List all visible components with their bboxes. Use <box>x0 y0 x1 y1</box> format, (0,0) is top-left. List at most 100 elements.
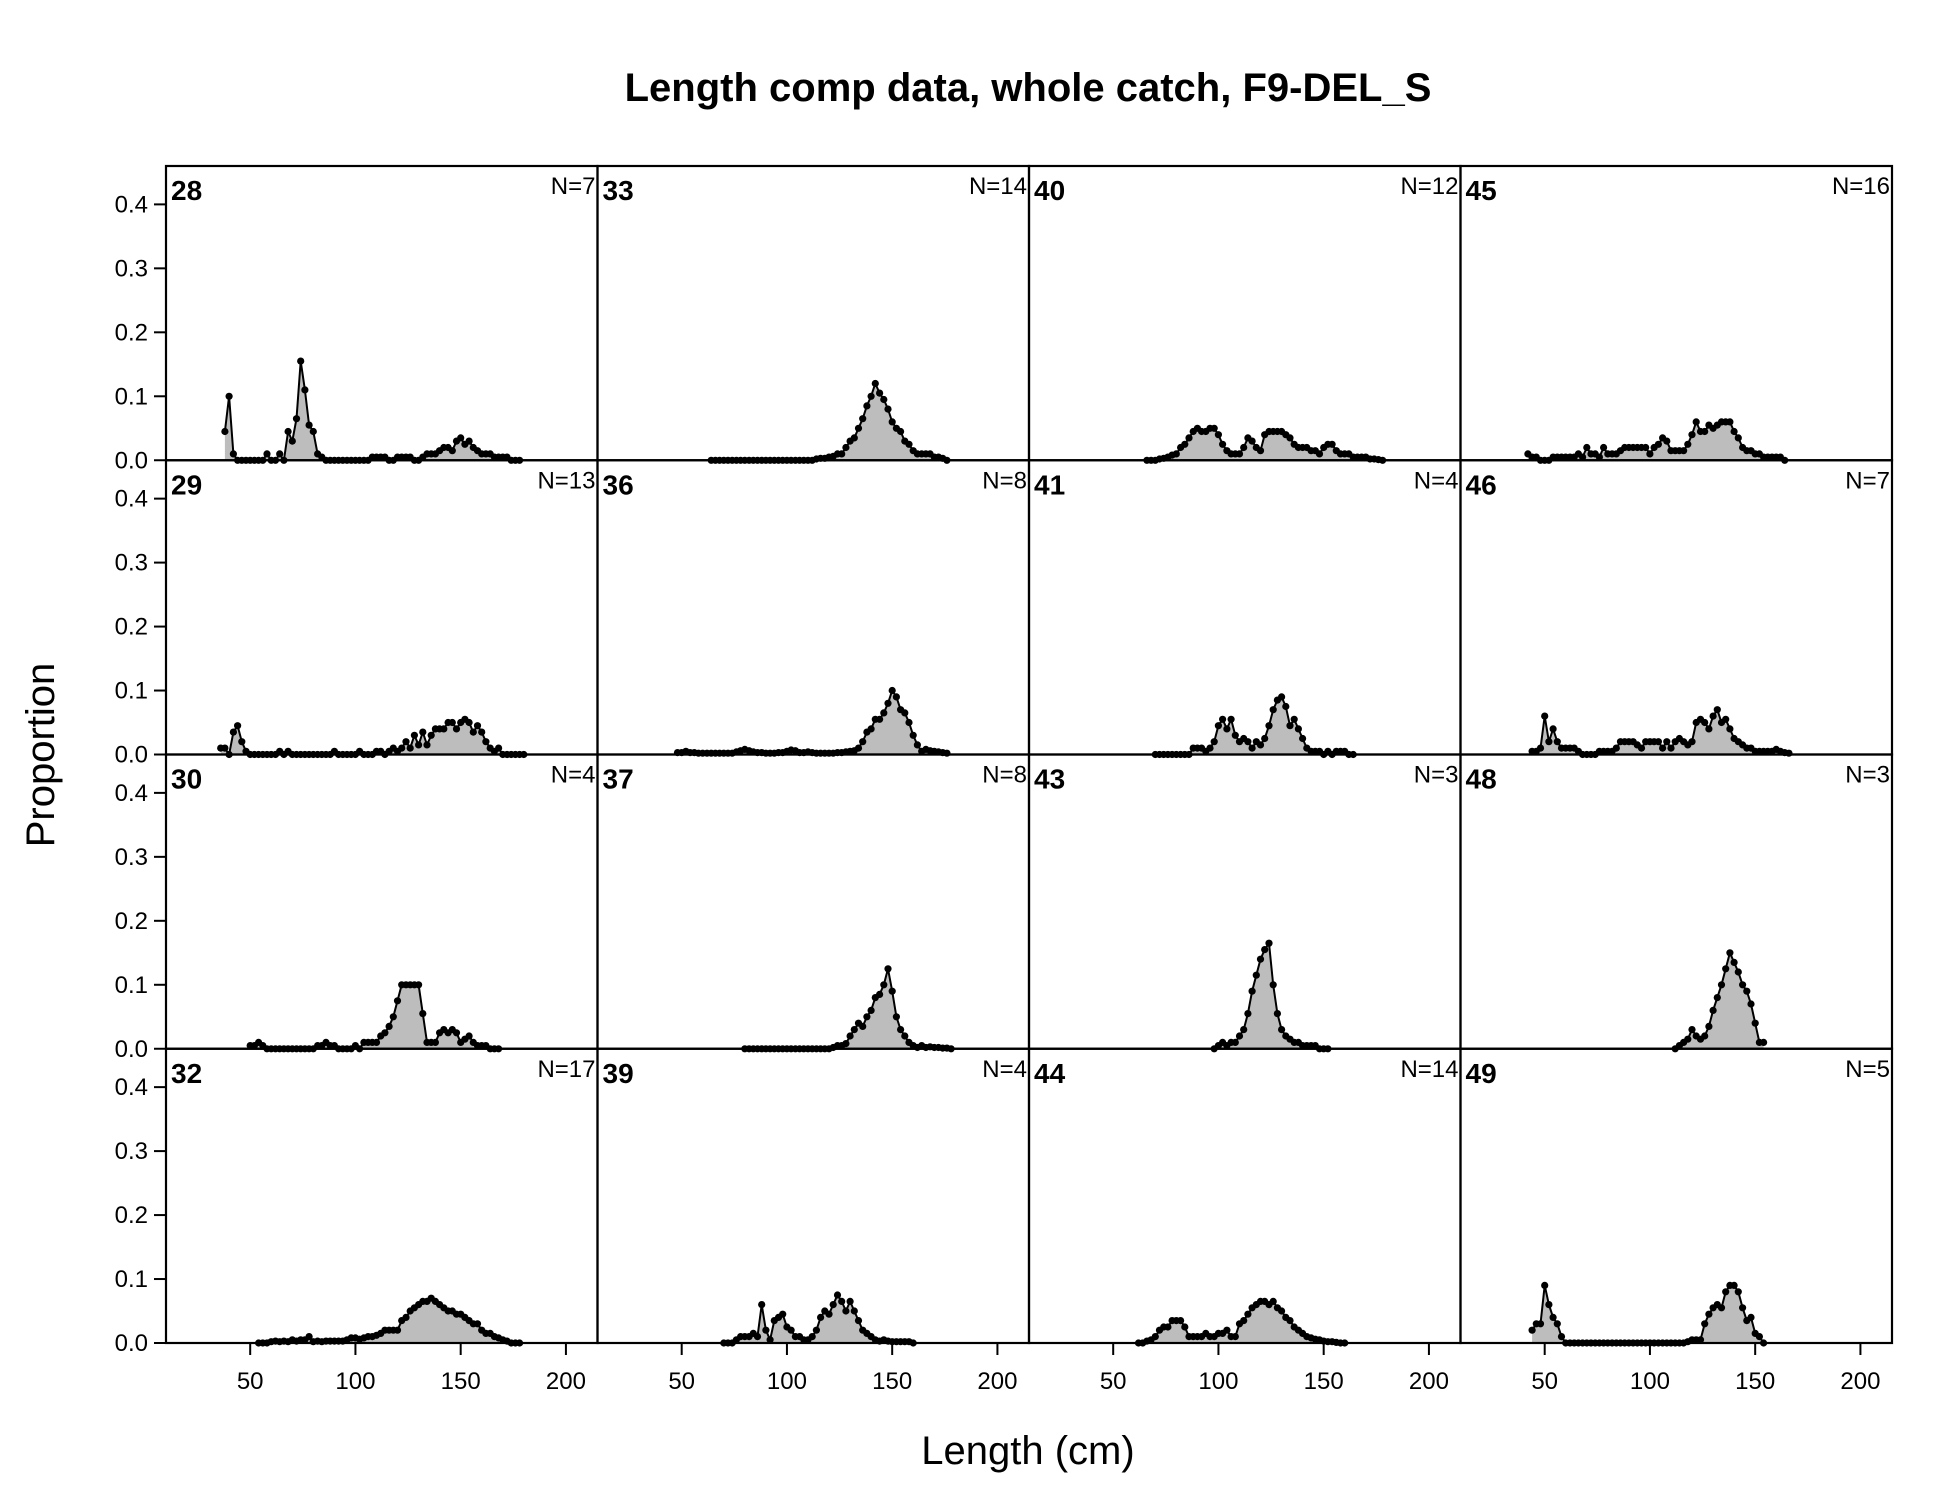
panel-frame <box>1459 164 1894 462</box>
data-point <box>1760 1038 1768 1046</box>
data-point <box>398 744 406 752</box>
data-point <box>1654 738 1662 746</box>
data-point <box>305 1333 313 1341</box>
data-point <box>829 1301 837 1309</box>
data-point <box>880 981 888 989</box>
data-point <box>1177 1317 1185 1325</box>
y-tick-label: 0.0 <box>115 742 148 769</box>
x-tick-label: 100 <box>1630 1368 1670 1395</box>
data-point <box>842 1040 850 1048</box>
area-fill <box>224 361 520 461</box>
data-point <box>1545 1301 1553 1309</box>
sample-size-label: N=3 <box>1845 762 1890 789</box>
data-point <box>833 1291 842 1299</box>
data-point <box>1315 450 1324 458</box>
data-point <box>1181 1323 1189 1331</box>
panel-frame <box>596 753 1031 1050</box>
y-tick-label: 0.3 <box>115 1138 148 1165</box>
data-point <box>1747 1313 1755 1321</box>
panel-frame <box>1027 753 1462 1050</box>
data-point <box>766 1336 774 1344</box>
data-point <box>1231 731 1239 739</box>
data-point <box>423 741 431 749</box>
panel-44: 44 N=14 50 100 150 200 <box>1027 1047 1462 1395</box>
data-point <box>452 725 461 733</box>
data-point <box>1663 738 1671 746</box>
sample-size-label: N=7 <box>551 173 596 200</box>
y-tick-label: 0.3 <box>115 255 148 282</box>
data-point <box>1299 734 1307 743</box>
data-point <box>410 731 418 739</box>
panel-label: 33 <box>603 175 634 206</box>
sample-size-label: N=13 <box>537 467 595 494</box>
data-point <box>419 1010 427 1018</box>
x-tick-label: 100 <box>767 1368 807 1395</box>
data-point <box>1730 958 1738 967</box>
data-point <box>1709 1006 1717 1015</box>
data-point <box>1785 749 1793 757</box>
data-point <box>1557 1333 1566 1341</box>
data-point <box>431 1038 439 1046</box>
area-fill <box>1532 1285 1764 1343</box>
panel-frame <box>164 753 599 1050</box>
panel-frame <box>1459 459 1894 756</box>
data-point <box>846 1297 854 1305</box>
data-point <box>1734 434 1742 442</box>
panel-41: 41 N=4 <box>1027 459 1462 759</box>
chart-title: Length comp data, whole catch, F9-DEL_S <box>625 66 1432 110</box>
y-tick-label: 0.1 <box>115 383 148 410</box>
data-point <box>1696 1336 1705 1344</box>
sample-size-label: N=14 <box>969 173 1027 200</box>
data-point <box>465 718 473 727</box>
data-point <box>1684 1035 1692 1043</box>
data-point <box>263 450 271 458</box>
data-point <box>406 744 414 752</box>
panel-46: 46 N=7 <box>1459 459 1894 759</box>
panels-layer: 28 N=7 0.0 0.1 0.2 0.3 0.4 29 N=13 0.0 0.1 0.2 0.3 0.… <box>115 164 1894 1395</box>
data-point <box>1751 1019 1759 1027</box>
panel-frame <box>1459 753 1894 1050</box>
y-tick-label: 0.1 <box>115 1266 148 1293</box>
data-point <box>1726 949 1734 957</box>
data-point <box>1244 1310 1252 1318</box>
data-point <box>897 427 905 436</box>
data-point <box>1210 738 1218 746</box>
panel-frame <box>164 459 599 756</box>
data-point <box>859 1022 867 1030</box>
data-point <box>817 1313 825 1321</box>
area-fill <box>1675 952 1764 1049</box>
data-point <box>1261 946 1269 954</box>
data-point <box>892 693 901 701</box>
sample-size-label: N=7 <box>1845 467 1890 494</box>
panel-45: 45 N=16 <box>1459 164 1894 464</box>
y-tick-label: 0.1 <box>115 972 148 999</box>
data-point <box>1278 1307 1286 1315</box>
x-tick-label: 150 <box>441 1368 481 1395</box>
data-point <box>1545 738 1553 746</box>
data-point <box>402 738 410 746</box>
data-point <box>1210 424 1218 432</box>
data-point <box>1252 971 1260 979</box>
sample-size-label: N=8 <box>982 762 1027 789</box>
data-point <box>1248 744 1256 752</box>
data-point <box>1269 981 1277 989</box>
panel-49: 49 N=5 50 100 150 200 <box>1459 1047 1894 1395</box>
panel-label: 43 <box>1034 764 1065 795</box>
data-point <box>888 686 896 695</box>
data-point <box>238 738 246 746</box>
data-point <box>1701 1032 1709 1040</box>
data-point <box>465 437 473 445</box>
data-point <box>1536 744 1545 752</box>
panel-43: 43 N=3 <box>1027 753 1462 1053</box>
data-point <box>1231 1038 1239 1046</box>
panel-label: 30 <box>171 764 202 795</box>
panel-33: 33 N=14 <box>596 164 1031 464</box>
data-point <box>1701 1320 1709 1328</box>
data-point <box>1717 1304 1726 1312</box>
data-point <box>221 744 229 752</box>
data-point <box>850 434 858 442</box>
data-point <box>305 421 313 429</box>
panel-label: 41 <box>1034 469 1065 500</box>
x-tick-label: 200 <box>1840 1368 1880 1395</box>
data-point <box>867 392 875 400</box>
